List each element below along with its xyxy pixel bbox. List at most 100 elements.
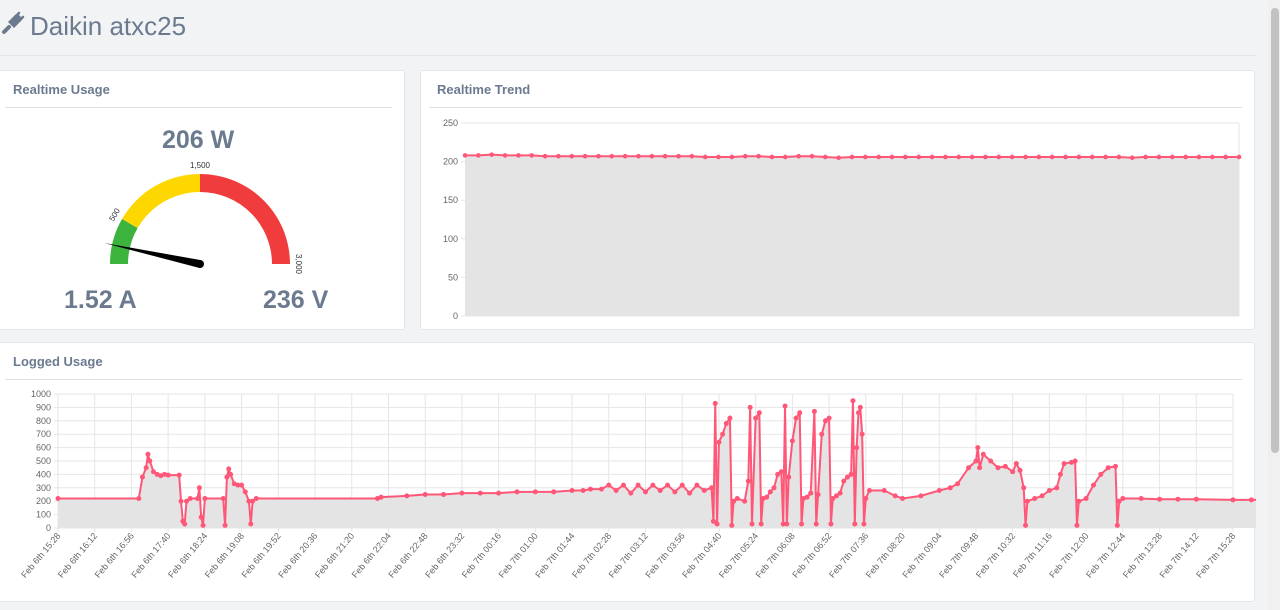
logged-usage-panel: Logged Usage Feb 6th 15:28 Feb 6th 16:12 F… <box>0 342 1256 602</box>
data-point <box>200 522 206 528</box>
data-point <box>514 489 520 495</box>
data-point <box>956 154 962 160</box>
y-tick-label: 50 <box>448 272 458 282</box>
data-point <box>441 492 447 497</box>
data-point <box>1024 498 1030 504</box>
data-point <box>826 415 832 421</box>
data-point <box>635 482 641 488</box>
data-point <box>246 498 252 504</box>
data-point <box>1063 154 1068 160</box>
data-point <box>1103 154 1108 160</box>
data-point <box>995 465 1001 471</box>
data-point <box>749 521 755 527</box>
data-point <box>165 472 171 478</box>
data-point <box>184 498 190 504</box>
data-point <box>709 485 715 491</box>
data-point <box>1223 154 1228 160</box>
data-point <box>854 445 860 451</box>
data-point <box>819 431 825 437</box>
data-point <box>476 153 481 158</box>
data-point <box>404 493 410 499</box>
data-point <box>710 518 716 524</box>
data-point <box>789 438 795 444</box>
data-point <box>224 474 230 480</box>
y-tick-label: 600 <box>36 443 51 453</box>
data-point <box>657 487 663 493</box>
data-point <box>977 465 983 471</box>
data-point <box>1248 497 1254 503</box>
data-point <box>1089 154 1095 160</box>
data-point <box>182 521 188 527</box>
data-point <box>753 415 759 421</box>
data-point <box>1156 154 1162 160</box>
scrollbar-thumb[interactable] <box>1271 8 1279 453</box>
data-point <box>1009 154 1015 160</box>
data-point <box>955 481 961 487</box>
data-point <box>863 154 868 160</box>
data-point <box>235 482 241 488</box>
data-point <box>734 496 740 502</box>
data-point <box>782 403 788 409</box>
y-tick-label: 700 <box>36 429 51 439</box>
data-point <box>973 458 979 464</box>
data-point <box>727 415 733 421</box>
data-point <box>916 154 922 160</box>
data-point <box>147 458 153 464</box>
data-point <box>679 482 685 488</box>
voltage-value: 236 V <box>263 286 329 314</box>
data-point <box>1002 463 1008 469</box>
data-point <box>1046 487 1052 493</box>
data-point <box>622 153 628 159</box>
data-point <box>1157 496 1163 502</box>
data-point <box>729 522 735 528</box>
data-point <box>1120 496 1126 502</box>
data-point <box>830 496 836 502</box>
data-point <box>702 154 708 160</box>
data-point <box>462 153 468 158</box>
data-point <box>808 490 814 496</box>
data-point <box>943 154 948 160</box>
data-point <box>793 415 799 421</box>
data-point <box>1129 155 1135 161</box>
data-point <box>1116 154 1122 160</box>
data-point <box>649 153 655 159</box>
gauge-tick-label: 500 <box>107 206 122 223</box>
realtime-trend-chart: 0 50 100 150 200 250 <box>443 118 1242 321</box>
gauge-needle <box>104 243 201 268</box>
data-point <box>822 418 828 424</box>
data-point <box>1105 465 1111 471</box>
data-point <box>796 153 801 159</box>
current-value: 1.52 A <box>64 286 137 314</box>
data-point <box>1076 498 1082 504</box>
y-tick-label: 200 <box>443 157 458 167</box>
data-point <box>811 408 817 414</box>
data-point <box>422 492 428 497</box>
data-point <box>1061 461 1067 467</box>
data-point <box>828 521 834 527</box>
data-point <box>643 489 648 495</box>
data-point <box>143 465 149 471</box>
data-point <box>936 487 942 493</box>
data-point <box>1113 463 1118 469</box>
data-point <box>1210 154 1215 160</box>
data-point <box>489 152 494 157</box>
data-point <box>780 521 786 527</box>
data-point <box>650 482 656 488</box>
data-point <box>1039 493 1045 499</box>
data-point <box>1049 154 1055 160</box>
data-point <box>378 494 384 500</box>
gauge-band-1 <box>122 174 200 228</box>
data-point <box>809 153 815 159</box>
x-tick-label: Feb 7th 15:28 <box>1194 531 1237 580</box>
data-point <box>239 482 245 488</box>
data-point <box>253 496 259 502</box>
data-point <box>694 482 700 488</box>
data-point <box>742 498 748 504</box>
series-area <box>465 154 1239 316</box>
data-point <box>1196 154 1202 160</box>
data-point <box>178 498 184 504</box>
data-point <box>729 154 735 160</box>
data-point <box>1114 522 1120 528</box>
data-point <box>782 154 788 160</box>
data-point <box>833 493 839 499</box>
